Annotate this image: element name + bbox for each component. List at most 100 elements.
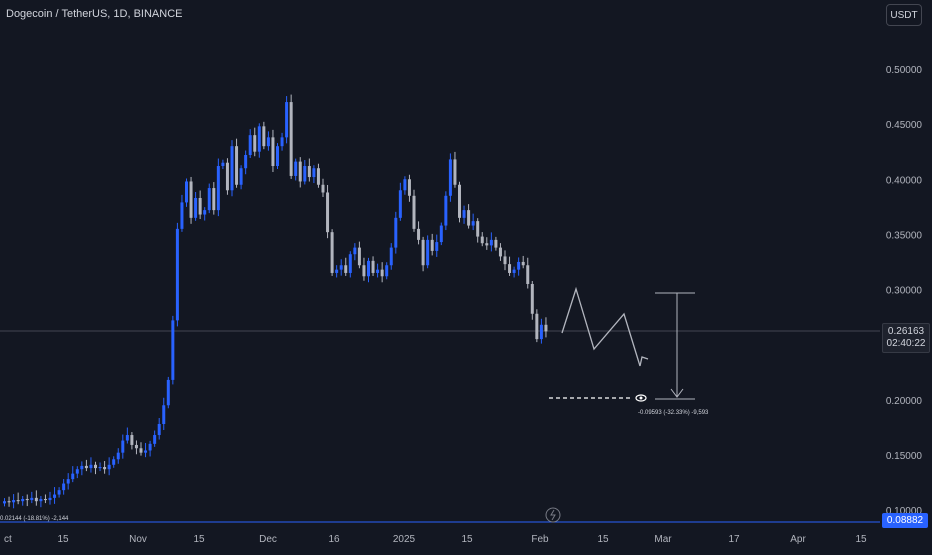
candle-body: [467, 210, 471, 226]
time-axis-tick: Nov: [129, 534, 147, 545]
candle-body: [75, 469, 79, 474]
candle-body: [307, 166, 311, 178]
time-axis-tick: 15: [57, 534, 69, 545]
price-axis-tick: 0.40000: [886, 175, 923, 186]
candle-body: [216, 166, 220, 211]
projection-path[interactable]: [561, 286, 641, 367]
candle-body: [312, 168, 316, 178]
price-axis-tick: 0.35000: [886, 230, 923, 241]
candle-body: [107, 464, 111, 470]
candle-body: [407, 179, 411, 196]
candle-body: [66, 479, 70, 484]
candle-body: [485, 243, 489, 246]
candle-body: [280, 137, 284, 147]
candle-body: [421, 239, 425, 266]
candle-body: [357, 247, 361, 266]
candle-body: [239, 168, 243, 185]
candle-body: [235, 146, 239, 185]
candle-body: [489, 239, 493, 246]
candle-body: [103, 467, 107, 470]
candle-body: [303, 166, 307, 182]
measure-arrowhead: [670, 388, 684, 398]
time-axis-tick: ct: [4, 534, 12, 545]
candle-body: [80, 465, 84, 470]
candle-body: [403, 179, 407, 191]
price-axis-tick: 0.20000: [886, 396, 923, 407]
time-axis-tick: Apr: [790, 534, 806, 545]
lightning-icon[interactable]: [545, 507, 561, 523]
candle-body: [207, 188, 211, 211]
candle-body: [362, 265, 366, 277]
eye-icon-pupil: [639, 396, 643, 400]
candle-body: [471, 221, 475, 226]
time-axis-tick: 15: [193, 534, 205, 545]
candle-body: [394, 217, 398, 248]
candle-body: [43, 498, 47, 501]
time-axis-tick: 15: [855, 534, 867, 545]
candle-body: [398, 190, 402, 218]
eye-icon[interactable]: [635, 394, 647, 402]
candle-body: [439, 225, 443, 243]
candle-body: [526, 265, 530, 284]
candle-body: [348, 254, 352, 273]
candle-body: [326, 192, 330, 233]
candle-body: [198, 197, 202, 215]
candle-body: [385, 265, 389, 277]
currency-button[interactable]: USDT: [886, 4, 922, 26]
candle-body: [371, 260, 375, 273]
candle-body: [48, 497, 52, 501]
candle-body: [16, 500, 20, 502]
candle-body: [426, 239, 430, 266]
low-price-label: 0.08882: [882, 513, 928, 528]
candle-body: [512, 269, 516, 273]
candle-body: [153, 435, 157, 444]
candle-body: [89, 464, 93, 469]
candle-body: [30, 497, 34, 501]
candle-body: [262, 126, 266, 147]
candle-body: [194, 197, 198, 218]
candle-body: [57, 490, 61, 495]
candle-body: [116, 452, 120, 460]
time-axis-tick: Feb: [531, 534, 549, 545]
candle-body: [162, 405, 166, 425]
candle-body: [448, 159, 452, 196]
candle-body: [530, 283, 534, 314]
candle-body: [25, 498, 29, 501]
candle-body: [498, 247, 502, 257]
candle-body: [71, 473, 75, 480]
candle-body: [521, 261, 525, 266]
candle-body: [298, 161, 302, 182]
time-axis-tick: Dec: [259, 534, 277, 545]
candle-body: [417, 228, 421, 240]
time-axis-tick: 16: [328, 534, 340, 545]
candle-body: [139, 448, 143, 453]
price-axis-tick: 0.15000: [886, 451, 923, 462]
candle-body: [189, 181, 193, 218]
candle-body: [12, 500, 16, 503]
candle-body: [330, 232, 334, 273]
candle-body: [185, 181, 188, 203]
candle-body: [253, 135, 257, 152]
price-axis-tick: 0.30000: [886, 286, 923, 297]
price-axis-tick: 0.45000: [886, 120, 923, 131]
candle-body: [62, 483, 66, 491]
symbol-title: Dogecoin / TetherUS, 1D, BINANCE: [6, 8, 183, 20]
candle-body: [453, 159, 457, 185]
candle-body: [144, 450, 148, 453]
time-axis-tick: Mar: [654, 534, 672, 545]
candle-body: [94, 464, 97, 469]
candle-body: [7, 501, 11, 503]
candle-body: [157, 424, 161, 436]
candle-body: [3, 501, 6, 504]
price-axis-tick: 0.50000: [886, 65, 923, 76]
candle-body: [276, 146, 279, 167]
candle-body: [444, 195, 448, 226]
candle-body: [508, 264, 512, 273]
candle-body: [166, 379, 170, 406]
candle-body: [112, 459, 116, 465]
price-axis-tick: 0.10000: [886, 506, 923, 517]
candle-body: [84, 465, 88, 469]
candle-body: [212, 188, 216, 211]
